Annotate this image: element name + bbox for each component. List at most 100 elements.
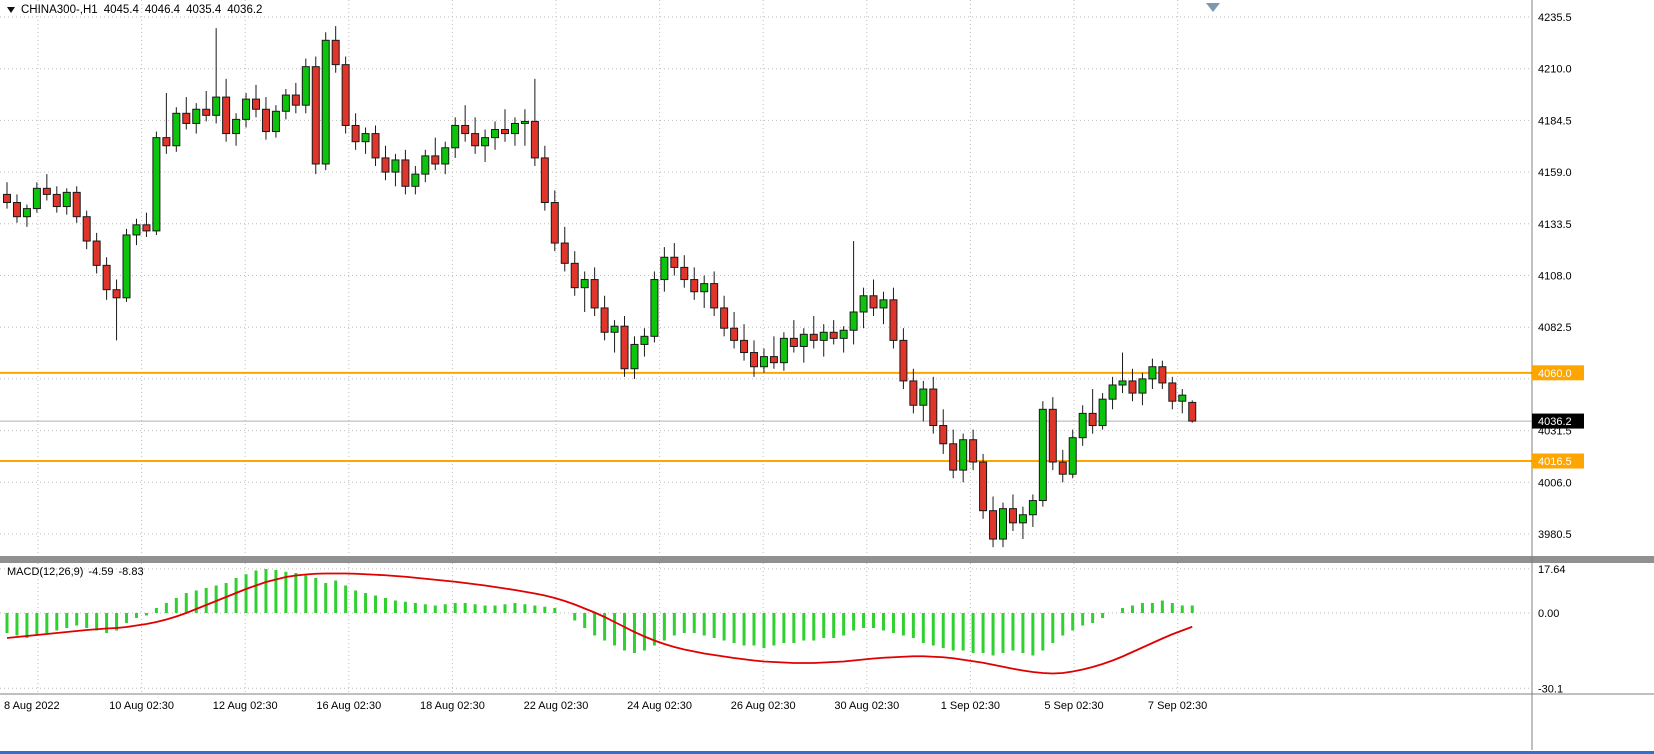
candle-body (411, 173, 420, 187)
candle-body (999, 508, 1007, 540)
candle-body (610, 325, 619, 333)
candle-body (889, 299, 898, 341)
candle-body (32, 187, 41, 210)
candle-body (122, 234, 131, 299)
candle-body (341, 64, 350, 126)
candle-body (1078, 412, 1087, 439)
candle-body (750, 352, 758, 368)
candle-body (1118, 380, 1127, 386)
candle-body (112, 289, 121, 299)
candle-body (1168, 382, 1177, 402)
candle-body (859, 295, 868, 313)
price-axis[interactable]: 4235.5 4210.0 4184.5 4159.0 4133.5 4108.0 4082… (1538, 12, 1572, 695)
quote-close: 4036.2 (227, 4, 263, 16)
time-axis-label: 10 Aug 02:30 (109, 700, 174, 712)
candle-body (1128, 380, 1137, 394)
candle-body (730, 327, 739, 341)
quote-high: 4046.4 (144, 4, 181, 16)
candle-body (720, 307, 729, 329)
quote-open: 4045.4 (103, 4, 139, 16)
candle-body (1018, 514, 1027, 524)
macd-axis-label: 17.64 (1538, 564, 1566, 576)
candle-body (600, 307, 609, 333)
candle-body (501, 129, 509, 135)
time-axis-label: 18 Aug 02:30 (420, 700, 485, 712)
candle-body (1178, 394, 1187, 402)
candle-body (839, 329, 848, 339)
time-axis-label: 24 Aug 02:30 (627, 700, 692, 712)
candle-body (510, 122, 519, 135)
macd-histogram (5, 569, 1194, 656)
candle-body (12, 202, 21, 218)
candle-body (1158, 366, 1167, 384)
candle-body (311, 66, 320, 165)
candle-body (391, 159, 400, 173)
candle-body (919, 388, 928, 406)
macd-signal-value: -8.83 (118, 566, 144, 578)
candle-body (132, 224, 141, 236)
candle-body (1068, 437, 1077, 475)
price-axis-label: 4006.0 (1538, 477, 1572, 489)
candle-body (92, 240, 101, 266)
candle-body (1008, 508, 1017, 524)
candle-body (640, 335, 649, 345)
candle-body (491, 129, 500, 139)
time-axis-label: 12 Aug 02:30 (213, 700, 278, 712)
candle-body (570, 262, 579, 289)
price-axis-label: 4082.5 (1538, 322, 1572, 334)
panel-separator (0, 556, 1654, 563)
candle-body (202, 108, 211, 116)
candle-body (560, 242, 569, 264)
candle-body (1048, 408, 1057, 463)
candle-body (530, 120, 539, 159)
candle-body (590, 279, 599, 309)
candle-body (580, 279, 589, 289)
candle-body (172, 112, 181, 147)
candle-body (700, 283, 709, 293)
candle-body (550, 202, 559, 244)
candle-body (1138, 378, 1147, 394)
window-bottom-border (0, 751, 1654, 754)
quick-trade-arrow-icon[interactable] (7, 7, 15, 13)
candle-body (212, 96, 221, 116)
candle-body (451, 124, 460, 149)
candle-body (1028, 500, 1037, 516)
candle-body (740, 339, 749, 354)
candle-body (331, 39, 340, 66)
candle-body (421, 155, 430, 175)
candle-body (481, 137, 490, 147)
time-axis[interactable]: 8 Aug 2022 10 Aug 02:30 12 Aug 02:30 16 Aug… (4, 700, 1207, 712)
candle-body (769, 356, 778, 364)
candle-body (799, 333, 808, 347)
price-axis-label: 4184.5 (1538, 115, 1572, 127)
candle-body (261, 108, 270, 133)
macd-signal-line (6, 572, 1193, 675)
candle-body (929, 388, 938, 427)
candle-body (620, 325, 629, 370)
candle-body (222, 96, 231, 135)
candle-body (3, 193, 11, 204)
price-axis-label: 4108.0 (1538, 271, 1572, 283)
candle-body (82, 216, 91, 242)
candle-body (849, 311, 858, 331)
candle-body (152, 137, 161, 232)
chart-shift-marker-icon[interactable] (1206, 3, 1220, 12)
macd-main-value: -4.59 (88, 566, 114, 578)
candle-body (1098, 398, 1107, 427)
time-axis-label: 22 Aug 02:30 (524, 700, 589, 712)
time-axis-label: 7 Sep 02:30 (1148, 700, 1207, 712)
candle-body (789, 337, 798, 347)
time-axis-label: 16 Aug 02:30 (316, 700, 381, 712)
candle-body (939, 425, 948, 445)
price-tag-resistance[interactable] (1532, 365, 1584, 381)
candle-body (162, 137, 171, 147)
candle-body (899, 339, 908, 382)
gridlines (0, 0, 1532, 694)
candle-body (271, 110, 280, 133)
candle-body (321, 39, 330, 165)
price-tag-support[interactable] (1532, 453, 1584, 469)
symbol-period: CHINA300-,H1 (21, 4, 98, 16)
candle-body (182, 112, 191, 124)
